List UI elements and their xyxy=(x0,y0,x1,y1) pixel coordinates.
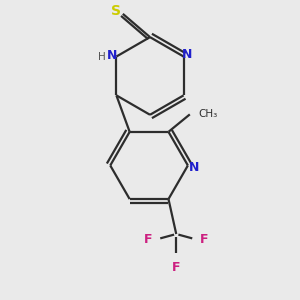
Text: S: S xyxy=(111,4,121,18)
Text: F: F xyxy=(144,233,152,246)
Text: F: F xyxy=(200,233,209,246)
Text: F: F xyxy=(172,261,181,274)
Text: N: N xyxy=(106,49,117,62)
Text: N: N xyxy=(188,161,199,174)
Text: N: N xyxy=(182,48,193,61)
Text: H: H xyxy=(98,52,106,61)
Text: CH₃: CH₃ xyxy=(198,109,218,118)
